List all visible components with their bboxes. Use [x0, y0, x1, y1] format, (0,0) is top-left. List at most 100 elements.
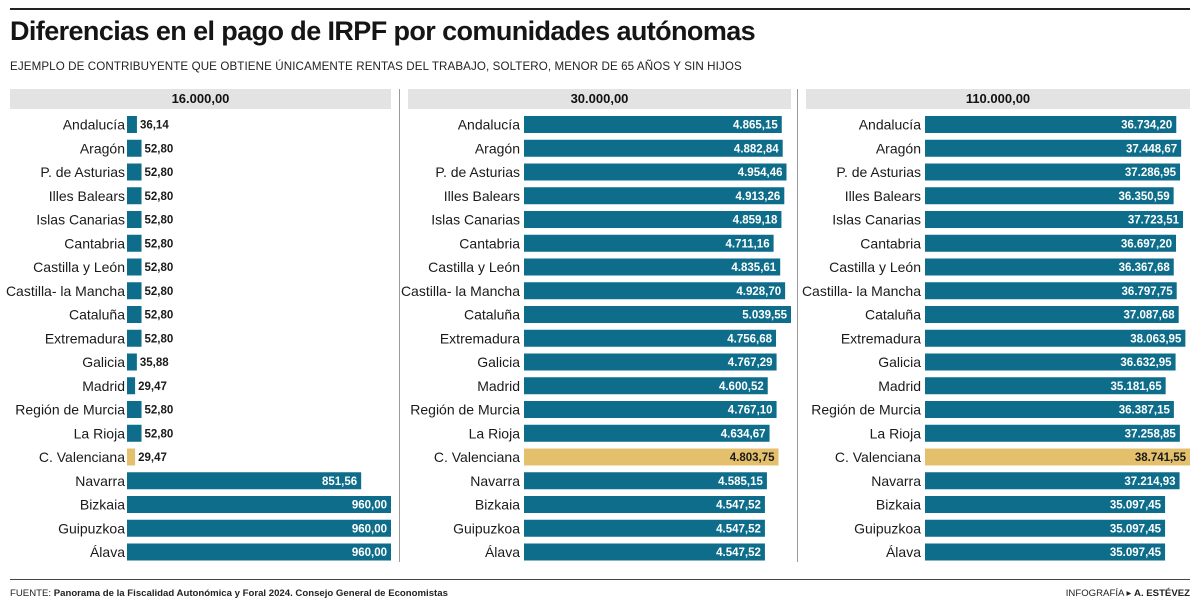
category-label: Bizkaia: [80, 497, 125, 513]
value-label: 29,47: [138, 452, 167, 464]
source-label: FUENTE:: [10, 588, 52, 599]
value-label: 36.350,59: [1118, 191, 1169, 203]
credit-text: A. ESTÉVEZ: [1134, 588, 1190, 599]
category-label: La Rioja: [870, 425, 922, 441]
bar: [127, 139, 142, 157]
category-label: Islas Canarias: [431, 212, 520, 228]
bar: [127, 211, 142, 228]
value-label: 4.928,70: [736, 286, 781, 298]
value-label: 52,80: [145, 191, 174, 203]
value-label: 37.214,93: [1124, 476, 1175, 488]
bar: [925, 496, 1166, 513]
bar: [127, 234, 142, 252]
bar: [524, 211, 782, 228]
value-label: 36.697,20: [1121, 238, 1172, 250]
bar: [127, 116, 137, 133]
credit-label: INFOGRAFÍA ▸: [1065, 588, 1132, 599]
source-note: FUENTE: Panorama de la Fiscalidad Autonó…: [10, 588, 448, 599]
bar: [925, 234, 1177, 252]
bar: [925, 543, 1166, 561]
category-label: Bizkaia: [475, 497, 520, 513]
category-label: Cantabria: [459, 235, 520, 251]
bar: [524, 377, 768, 395]
value-label: 38.063,95: [1130, 333, 1182, 345]
category-label: Castilla- la Mancha: [401, 283, 520, 299]
bar: [925, 472, 1180, 490]
category-label: Álava: [90, 544, 125, 560]
category-label: Guipuzkoa: [453, 520, 520, 536]
bar: [524, 234, 774, 252]
category-label: Galicia: [82, 354, 125, 370]
panel-header-16000: 16.000,00: [10, 89, 391, 109]
bar: [524, 282, 786, 300]
bar: [127, 543, 391, 561]
value-label: 4.756,68: [727, 333, 772, 345]
category-label: Castilla y León: [33, 259, 125, 275]
category-label: Extremadura: [841, 330, 921, 346]
panel-header-30000: 30.000,00: [408, 89, 791, 109]
category-label: Madrid: [878, 378, 921, 394]
category-label: Cataluña: [69, 307, 125, 323]
value-label: 4.634,67: [721, 428, 766, 440]
category-label: Cantabria: [64, 235, 125, 251]
category-label: Madrid: [477, 378, 520, 394]
category-label: Extremadura: [45, 330, 125, 346]
bar: [925, 401, 1174, 418]
category-label: C. Valenciana: [434, 449, 520, 465]
bar: [524, 519, 765, 537]
value-label: 35.097,45: [1110, 523, 1162, 535]
bar: [925, 377, 1166, 395]
value-label: 36.632,95: [1120, 357, 1172, 369]
value-label: 35.097,45: [1110, 547, 1162, 559]
bar: [925, 116, 1177, 133]
category-label: Guipuzkoa: [58, 520, 125, 536]
source-text: Panorama de la Fiscalidad Autonómica y F…: [53, 588, 448, 599]
bar: [925, 258, 1174, 276]
bar: [524, 496, 765, 513]
credit-note: INFOGRAFÍA ▸ A. ESTÉVEZ: [1066, 588, 1190, 599]
category-label: Región de Murcia: [811, 402, 921, 418]
value-label: 4.835,61: [731, 262, 776, 274]
category-label: C. Valenciana: [39, 449, 125, 465]
category-label: Andalucía: [458, 117, 520, 133]
category-label: Aragón: [475, 140, 520, 156]
category-label: P. de Asturias: [40, 164, 125, 180]
bar-highlight: [127, 448, 136, 466]
value-label: 4.767,10: [728, 405, 773, 417]
bar: [925, 139, 1182, 157]
bar: [127, 306, 142, 323]
category-label: La Rioja: [469, 425, 521, 441]
category-label: Navarra: [871, 473, 921, 489]
value-label: 52,80: [145, 215, 174, 227]
bar: [524, 472, 767, 490]
category-label: Región de Murcia: [15, 402, 125, 418]
bar: [127, 377, 136, 395]
value-label: 4.803,75: [730, 452, 775, 464]
category-label: Illes Balears: [444, 188, 520, 204]
value-label: 960,00: [352, 547, 387, 559]
bar: [925, 306, 1179, 323]
bar-highlight: [524, 448, 779, 466]
bar: [524, 543, 765, 561]
category-label: Islas Canarias: [832, 212, 921, 228]
category-label: Región de Murcia: [410, 402, 520, 418]
bar: [925, 163, 1181, 181]
bar: [925, 329, 1186, 347]
value-label: 52,80: [145, 405, 174, 417]
value-label: 851,56: [322, 476, 357, 488]
category-label: P. de Asturias: [435, 164, 520, 180]
bar: [127, 472, 362, 490]
bar: [127, 401, 142, 418]
category-label: Álava: [485, 544, 520, 560]
bar: [925, 353, 1176, 371]
value-label: 52,80: [145, 143, 174, 155]
panel-divider: [399, 89, 400, 562]
value-label: 35.181,65: [1110, 381, 1162, 393]
bar: [127, 282, 142, 300]
value-label: 4.547,52: [716, 547, 761, 559]
value-label: 52,80: [145, 262, 174, 274]
category-label: Andalucía: [63, 117, 125, 133]
value-label: 37.448,67: [1126, 143, 1177, 155]
value-label: 4.882,84: [734, 143, 779, 155]
value-label: 36.387,15: [1119, 405, 1171, 417]
